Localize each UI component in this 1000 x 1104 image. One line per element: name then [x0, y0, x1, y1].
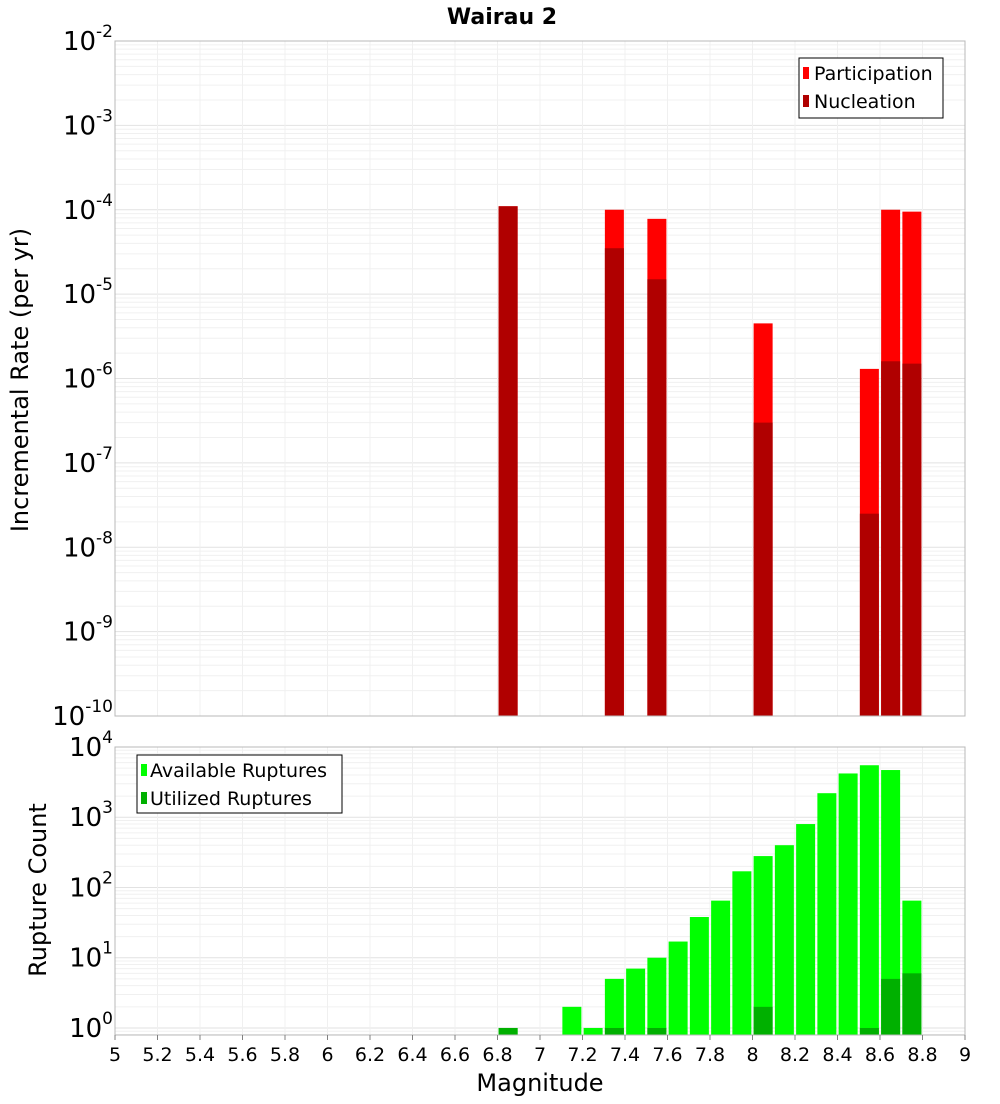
legend-swatch-participation [803, 67, 809, 79]
bar [796, 824, 816, 1035]
top-legend-box [798, 57, 944, 119]
x-tick-label: 6 [321, 1044, 333, 1066]
y-tick-label: 10-5 [63, 275, 113, 310]
top-legend: Participation Nucleation [798, 57, 944, 119]
bottom-y-axis-label: Rupture Count [24, 803, 52, 977]
bar [647, 1027, 667, 1035]
x-tick-label: 8.2 [780, 1044, 810, 1066]
y-tick-label: 103 [69, 798, 113, 833]
bar [817, 793, 837, 1035]
x-tick-label: 8.6 [865, 1044, 895, 1066]
bar [881, 361, 901, 716]
x-tick-label: 8.4 [822, 1044, 852, 1066]
bottom-panel: 100 101 102 103 104 5 5.2 5.4 5.6 5.8 6 6.2 6.4 6.6 6… [24, 728, 971, 1097]
y-tick-label: 10-7 [63, 444, 113, 479]
bar [604, 1027, 624, 1035]
x-tick-label: 5.4 [185, 1044, 215, 1066]
x-tick-label: 5 [109, 1044, 121, 1066]
chart-title: Wairau 2 [447, 5, 557, 30]
bar [732, 871, 752, 1035]
legend-label-participation: Participation [814, 63, 933, 85]
legend-swatch-utilized [141, 792, 147, 804]
y-tick-label: 10-8 [63, 528, 113, 563]
top-panel: 10-10 10-9 10-8 10-7 10-6 10-5 10-4 10-3 10-2 In… [6, 22, 966, 732]
bottom-bars [498, 765, 922, 1035]
bar [881, 978, 901, 1035]
bar [902, 973, 922, 1035]
legend-swatch-nucleation [803, 95, 809, 107]
y-tick-label: 102 [69, 868, 113, 903]
top-plot-border [114, 40, 966, 717]
bar [626, 968, 646, 1035]
legend-label-nucleation: Nucleation [814, 91, 916, 113]
y-tick-label: 101 [69, 939, 113, 974]
x-tick-label: 8 [746, 1044, 758, 1066]
bar [753, 1006, 773, 1035]
top-gridlines [115, 41, 965, 717]
x-tick-label: 9 [959, 1044, 971, 1066]
bar [668, 941, 688, 1035]
y-tick-label: 10-3 [63, 106, 113, 141]
bar [498, 1027, 518, 1035]
bar [562, 1006, 582, 1035]
bar [838, 773, 858, 1035]
x-tick-label: 6.6 [440, 1044, 470, 1066]
x-tick-label: 5.8 [270, 1044, 300, 1066]
bar [881, 770, 901, 1035]
x-tick-label: 5.6 [227, 1044, 257, 1066]
x-tick-label: 7.8 [695, 1044, 725, 1066]
bar [774, 845, 794, 1035]
x-tick-label: 7.4 [610, 1044, 640, 1066]
y-tick-label: 10-2 [63, 22, 113, 57]
bottom-legend-box [136, 754, 343, 814]
legend-label-available: Available Ruptures [150, 760, 327, 782]
bar [753, 422, 773, 716]
top-y-tick-labels: 10-10 10-9 10-8 10-7 10-6 10-5 10-4 10-3 10-2 [52, 22, 113, 732]
x-tick-label: 7.6 [652, 1044, 682, 1066]
x-tick-label: 6.2 [355, 1044, 385, 1066]
x-tick-label: 7.2 [567, 1044, 597, 1066]
legend-swatch-available [141, 764, 147, 776]
bar [689, 917, 709, 1035]
legend-label-utilized: Utilized Ruptures [150, 788, 312, 810]
y-tick-label: 10-9 [63, 613, 113, 648]
bar [859, 765, 879, 1035]
bar [583, 1027, 603, 1035]
bar [647, 957, 667, 1035]
x-tick-label: 5.2 [142, 1044, 172, 1066]
x-tick-label: 6.8 [482, 1044, 512, 1066]
x-tick-label: 8.8 [907, 1044, 937, 1066]
bar [498, 206, 518, 716]
y-tick-label: 100 [69, 1009, 113, 1044]
bar [753, 856, 773, 1035]
y-tick-label: 10-6 [63, 360, 113, 395]
top-y-axis-label: Incremental Rate (per yr) [6, 228, 34, 532]
bar [859, 1027, 879, 1035]
bottom-legend: Available Ruptures Utilized Ruptures [136, 754, 343, 814]
y-tick-label: 10-4 [63, 191, 113, 226]
bottom-y-tick-labels: 100 101 102 103 104 [69, 728, 113, 1044]
bar [859, 513, 879, 716]
bar [604, 978, 624, 1035]
bar [647, 279, 667, 716]
y-tick-label: 10-10 [52, 697, 113, 732]
x-tick-label: 6.4 [397, 1044, 427, 1066]
y-tick-label: 104 [69, 728, 113, 763]
bar [604, 248, 624, 717]
bar [902, 363, 922, 716]
x-axis-label: Magnitude [476, 1069, 603, 1097]
bar [711, 900, 731, 1035]
top-bars [498, 206, 922, 717]
x-tick-labels: 5 5.2 5.4 5.6 5.8 6 6.2 6.4 6.6 6.8 7 7.2 7.4 7.6 7.8 8… [109, 1035, 971, 1066]
x-tick-label: 7 [534, 1044, 546, 1066]
